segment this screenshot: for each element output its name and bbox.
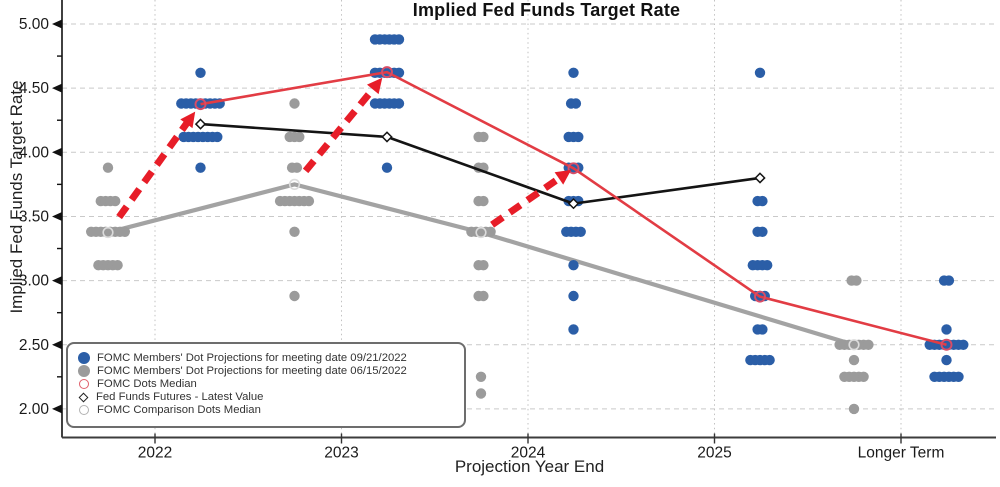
y-major-ticks: 5.00 4.50 4.00 3.50 3.00 2.50 2.00 [19,16,62,418]
legend-item-comparison-median: FOMC Comparison Dots Median [78,404,456,417]
x-ticks: 2022 2023 2024 2025 Longer Term [138,433,945,462]
svg-text:2022: 2022 [138,445,172,462]
svg-text:2023: 2023 [324,445,358,462]
svg-text:2.00: 2.00 [19,401,50,418]
median-shift-arrows [116,77,572,228]
legend-item-fed-funds-futures: Fed Funds Futures - Latest Value [78,391,456,404]
x-axis-title: Projection Year End [454,457,605,476]
comparison-median-ring [475,226,487,239]
svg-text:Longer Term: Longer Term [858,445,945,462]
comparison-median-ring [848,339,860,351]
svg-text:3.00: 3.00 [19,273,50,290]
chart-legend: FOMC Members' Dot Projections for meetin… [66,342,466,428]
fomc-median-ring [567,162,580,175]
svg-text:2025: 2025 [697,445,731,462]
fomc-median-ring [940,338,953,351]
svg-text:2.50: 2.50 [19,337,50,354]
legend-item-gray-dots: FOMC Members' Dot Projections for meetin… [78,364,456,377]
comparison-median-ring [288,178,301,190]
svg-text:3.50: 3.50 [19,208,50,225]
comparison-median-line [107,182,855,347]
fomc-median-line [200,70,947,347]
svg-text:5.00: 5.00 [19,16,50,33]
open-diamond-icon [78,392,89,403]
legend-item-blue-dots: FOMC Members' Dot Projections for meetin… [78,351,456,364]
fomc-median-ring [381,66,393,79]
fomc-median-ring [194,98,207,111]
fed-funds-futures-line [200,122,761,205]
y-axis-title: Implied Fed Funds Target Rate [7,80,26,314]
fomc-median-ring [754,290,766,303]
legend-item-fomc-median: FOMC Dots Median [78,377,456,390]
blue-dot-icon [78,351,90,364]
comparison-median-ring [102,226,114,239]
legend-label: FOMC Dots Median [97,377,197,390]
y-minor-ticks [57,55,62,378]
gray-dot-icon [78,364,90,377]
legend-label: FOMC Members' Dot Projections for meetin… [97,364,407,377]
legend-label: FOMC Comparison Dots Median [97,404,261,417]
svg-text:4.00: 4.00 [19,144,50,161]
legend-label: Fed Funds Futures - Latest Value [96,391,264,404]
blue-dot-projections [176,34,969,382]
gray-open-circle-icon [79,405,89,416]
svg-text:2024: 2024 [511,445,546,462]
chart-title: Implied Fed Funds Target Rate [412,0,681,20]
svg-text:4.50: 4.50 [19,80,50,97]
gray-dot-projections [86,98,874,415]
red-open-circle-icon [79,378,89,389]
legend-label: FOMC Members' Dot Projections for meetin… [97,351,407,364]
